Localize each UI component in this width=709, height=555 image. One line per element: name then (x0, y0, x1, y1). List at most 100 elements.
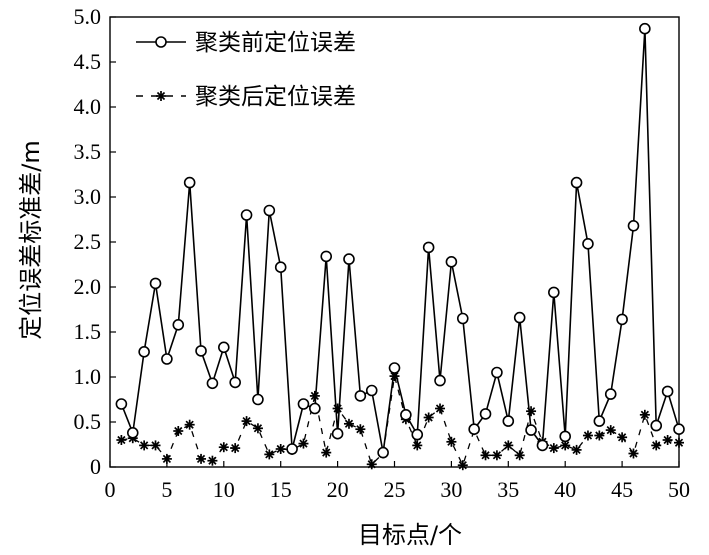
series-before-point (377, 446, 389, 459)
series-after-point (252, 423, 263, 434)
series-before-point (252, 393, 264, 406)
series-after-point (571, 444, 582, 455)
series-before-point (445, 255, 458, 268)
series-before-point (331, 427, 344, 440)
y-tick-label: 4.5 (74, 49, 102, 74)
x-tick-label: 50 (668, 477, 690, 502)
series-before-point (195, 345, 207, 357)
series-after-point (275, 444, 286, 454)
series-before-point (627, 220, 640, 232)
y-tick-label: 2.0 (74, 274, 102, 299)
series-before-point (149, 277, 162, 290)
series-after-point (605, 425, 616, 436)
series-after-point (651, 440, 662, 451)
series-after-point (116, 435, 127, 445)
x-tick-label: 25 (384, 477, 406, 502)
y-tick-label: 5.0 (74, 4, 102, 29)
y-tick-label: 2.5 (74, 229, 102, 254)
series-before-point (536, 439, 549, 452)
series-before-point (548, 286, 560, 299)
x-tick-label: 5 (161, 477, 172, 502)
series-before-point (525, 424, 537, 436)
legend-label-after: 聚类后定位误差 (195, 84, 356, 110)
series-after-point (628, 448, 639, 459)
series-before-point (263, 204, 276, 217)
series-before-point (343, 253, 355, 265)
series-before-point (309, 402, 321, 415)
series-before-point (502, 415, 515, 427)
series-after-point (526, 406, 537, 417)
series-before-point (468, 423, 480, 436)
series-after-point (548, 443, 559, 454)
series-before-point (400, 408, 412, 421)
series-before-point (183, 176, 196, 189)
series-after-point (184, 419, 195, 430)
series-after-point (423, 412, 434, 423)
series-before-point (604, 388, 617, 400)
series-after-point (639, 409, 650, 420)
series-after-point (161, 453, 172, 464)
series-after-point (503, 440, 514, 451)
series-after-point (435, 403, 446, 414)
series-after-point (582, 430, 593, 441)
series-after-point (480, 450, 491, 461)
series-before-point (422, 241, 435, 254)
series-after-point (617, 432, 628, 443)
series-before-point (354, 390, 367, 402)
series-after-point (298, 438, 309, 449)
series-before-point (115, 398, 128, 410)
series-after-point (446, 436, 457, 447)
series-before-point (513, 311, 526, 324)
series-after-point (264, 449, 275, 460)
series-after-point (674, 437, 684, 448)
legend-marker-before (155, 36, 167, 48)
series-after-point (321, 447, 332, 458)
y-axis: 0 0.5 1.0 1.5 2.0 2.5 3.0 3.5 4.0 4.5 5.0 (74, 4, 116, 479)
series-before (115, 22, 685, 459)
series-before-point (570, 176, 583, 189)
series-after-point (150, 440, 161, 451)
y-tick-label: 4.0 (74, 94, 102, 119)
series-before-point (559, 430, 572, 443)
x-axis-title: 目标点/个 (358, 521, 462, 549)
x-tick-label: 0 (105, 477, 116, 502)
series-before-point (286, 443, 298, 455)
series-after-point (412, 440, 423, 451)
x-tick-label: 15 (270, 477, 292, 502)
y-tick-label: 3.0 (74, 184, 102, 209)
legend-label-before: 聚类前定位误差 (195, 30, 356, 56)
series-before-point (434, 374, 446, 387)
series-before-point (206, 377, 219, 390)
x-tick-label: 35 (497, 477, 519, 502)
series-after-point (355, 424, 366, 435)
series-before-point (479, 408, 492, 420)
series-before-point (218, 341, 230, 354)
legend-star-shape (156, 91, 166, 101)
series-before-point (593, 415, 606, 427)
series-before-point (240, 209, 253, 221)
series-layer (115, 22, 685, 471)
y-tick-label: 0.5 (74, 409, 102, 434)
x-axis: 0 5 10 15 20 25 30 35 40 45 50 (105, 461, 690, 502)
series-after-point (366, 459, 377, 470)
series-after-point (218, 442, 229, 453)
y-tick-label: 0 (90, 454, 101, 479)
series-before-point (320, 250, 333, 263)
x-tick-label: 45 (611, 477, 633, 502)
series-before-point (639, 22, 651, 35)
series-before-point (650, 419, 663, 432)
series-after-point (139, 440, 150, 451)
series-after-point (457, 460, 468, 471)
series-after-point (173, 426, 184, 436)
series-before-point (582, 238, 594, 250)
series-before-point (661, 385, 674, 398)
y-tick-label: 1.0 (74, 364, 102, 389)
series-before-point (365, 384, 378, 397)
series-before-point (411, 428, 424, 441)
series-before-point (388, 362, 401, 374)
series-before-point (229, 376, 241, 389)
series-before-point (138, 345, 150, 358)
series-before-point (297, 398, 310, 410)
series-after-point (207, 455, 218, 466)
